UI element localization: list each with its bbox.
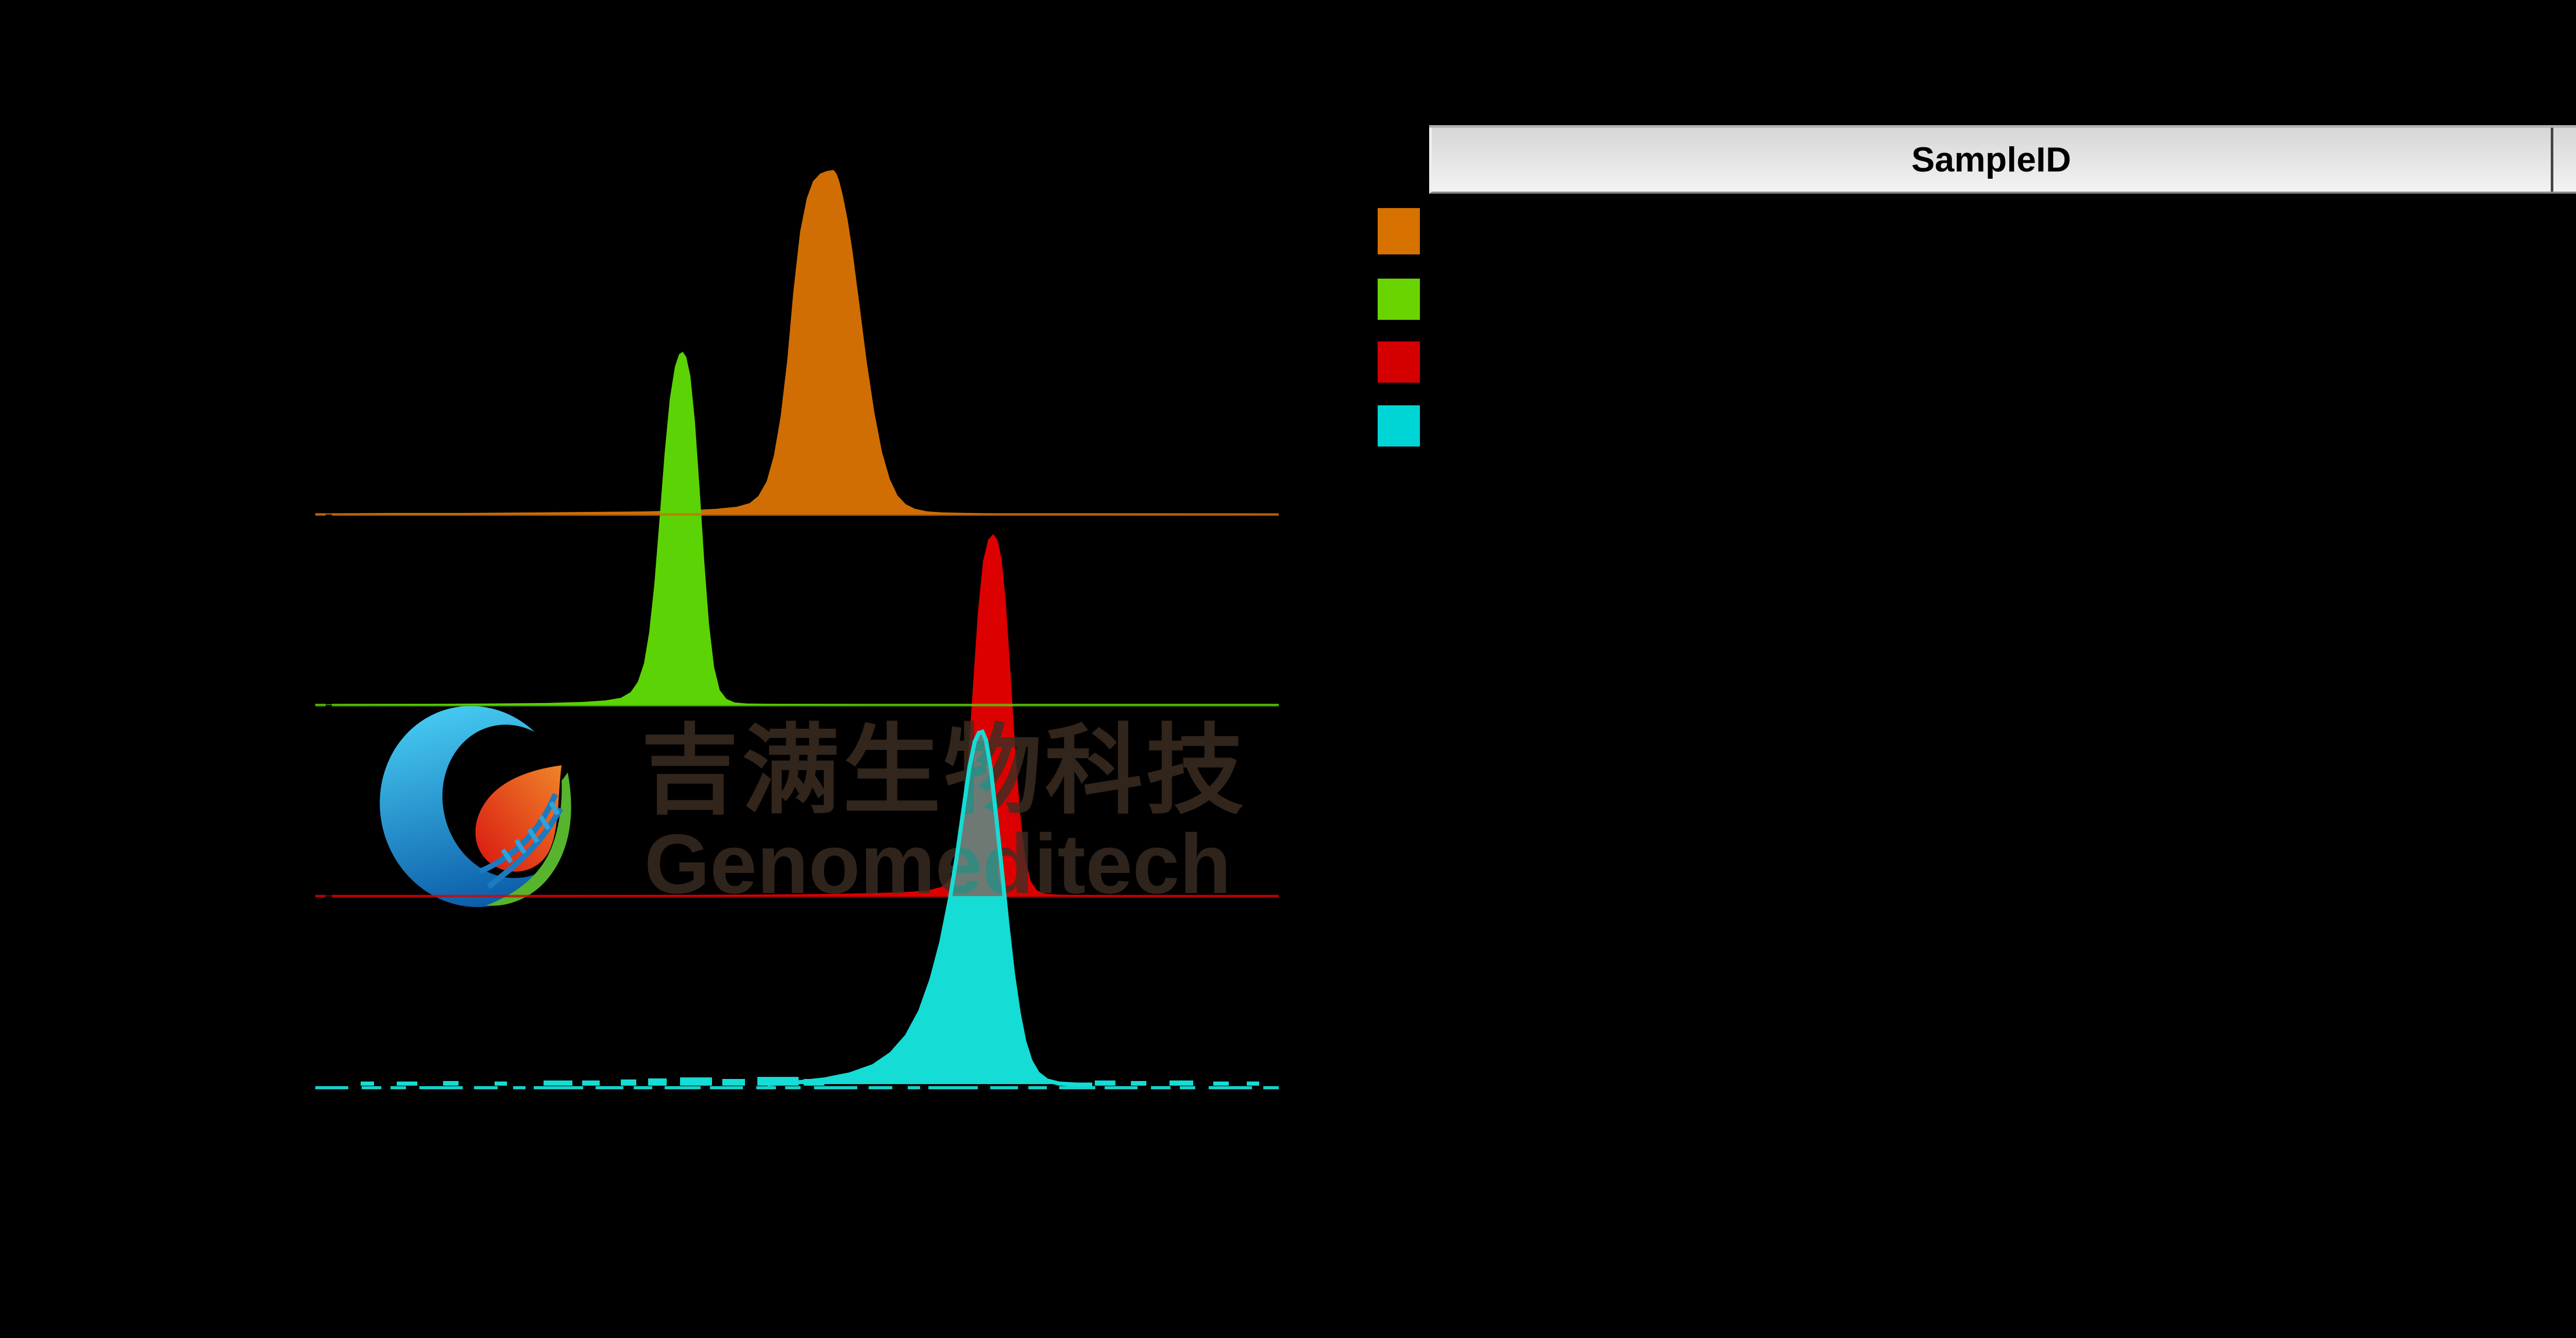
logo-red-flame <box>475 765 562 872</box>
table-row-1 <box>1429 194 2576 259</box>
legend-swatch-sample-2 <box>1378 279 1420 320</box>
cell-geometric-mean <box>2551 390 2576 455</box>
legend-swatch-sample-3 <box>1378 341 1420 383</box>
histogram-area-sample-1-orange <box>315 170 1279 514</box>
column-header-geometric-mean: Geometric Mean : FL11-H <box>2551 128 2576 192</box>
table-row-3 <box>1429 324 2576 390</box>
table-header-row: SampleID Geometric Mean : FL11-H <box>1429 128 2576 194</box>
table-row-2 <box>1429 259 2576 324</box>
legend-swatch-sample-4 <box>1378 405 1420 447</box>
results-table: SampleID Geometric Mean : FL11-H <box>1429 125 2576 455</box>
histogram-lines-layer <box>315 513 1279 1089</box>
watermark: 吉满生物科技 Genomeditech <box>380 706 1247 911</box>
cell-geometric-mean <box>2551 194 2576 259</box>
cell-sample-id <box>1429 194 2551 259</box>
logo-dna-helix <box>479 793 563 889</box>
logo-green-leaf <box>486 773 571 906</box>
cell-sample-id <box>1429 259 2551 324</box>
cell-sample-id <box>1429 390 2551 455</box>
cell-geometric-mean <box>2551 324 2576 390</box>
cell-sample-id <box>1429 324 2551 390</box>
table-body <box>1429 194 2576 455</box>
legend-swatch-sample-1 <box>1378 208 1420 254</box>
cell-geometric-mean <box>2551 259 2576 324</box>
table-row-4 <box>1429 390 2576 455</box>
histogram-area-sample-4-cyan <box>768 896 1092 1085</box>
watermark-chinese-text: 吉满生物科技 <box>641 714 1247 828</box>
genomeditech-logo-icon <box>380 706 578 907</box>
histogram-areas-layer <box>315 170 1279 896</box>
column-header-sampleid: SampleID <box>1911 140 2071 179</box>
